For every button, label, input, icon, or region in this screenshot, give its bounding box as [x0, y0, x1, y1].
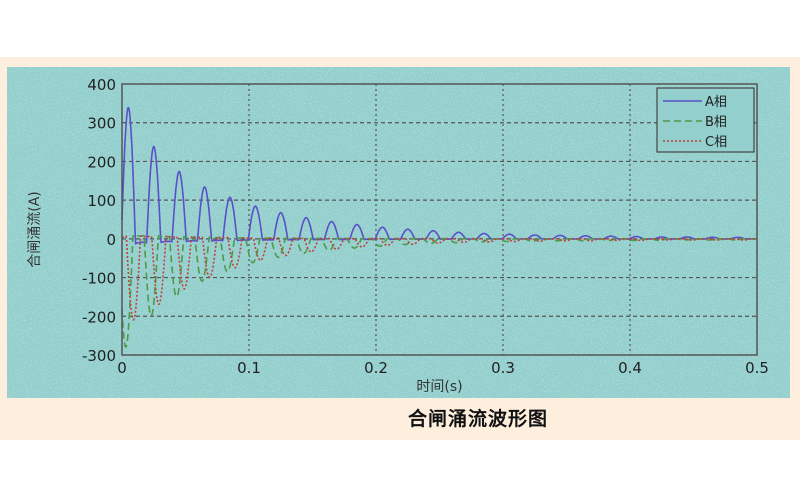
series-line-C相: [121, 234, 757, 321]
figure-caption: 合闸涌流波形图: [407, 408, 548, 430]
y-tick-label: 100: [87, 192, 116, 210]
x-tick-label: 0.3: [491, 359, 515, 377]
legend-label: C相: [705, 135, 727, 150]
y-tick-label: 400: [87, 76, 116, 94]
y-tick-label: -100: [82, 270, 116, 288]
x-tick-label: 0.1: [237, 359, 261, 377]
y-tick-label: 0: [106, 231, 116, 249]
x-tick-label: 0: [117, 359, 127, 377]
series-lines: [121, 106, 757, 348]
x-tick-label: 0.5: [745, 359, 769, 377]
legend-label: B相: [705, 115, 727, 130]
legend-label: A相: [705, 95, 727, 110]
x-axis-label: 时间(s): [416, 379, 462, 395]
legend-box: [656, 87, 755, 153]
y-tick-label: -300: [82, 347, 116, 365]
legend: A相 B相 C相: [656, 87, 755, 153]
inrush-current-chart: 0 0.1 0.2 0.3 0.4 0.5 400 300 200 100 0 -100 -200 -30…: [7, 67, 790, 398]
chart-panel: 0 0.1 0.2 0.3 0.4 0.5 400 300 200 100 0 -100 -200 -30…: [7, 67, 790, 398]
grid: [122, 84, 757, 355]
x-tick-label: 0.4: [618, 359, 642, 377]
y-tick-label: 300: [87, 115, 116, 133]
tick-labels: 0 0.1 0.2 0.3 0.4 0.5 400 300 200 100 0 -100 -200 -30…: [82, 76, 769, 377]
axes-frame: [121, 83, 758, 356]
y-tick-label: -200: [82, 308, 116, 326]
y-axis-label: 合闸涌流(A): [27, 191, 43, 268]
y-tick-label: 200: [87, 153, 116, 171]
x-tick-label: 0.2: [364, 359, 388, 377]
